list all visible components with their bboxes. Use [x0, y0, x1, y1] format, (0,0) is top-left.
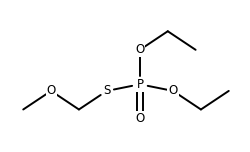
- Text: O: O: [168, 84, 178, 97]
- Text: S: S: [103, 84, 110, 97]
- Text: O: O: [135, 43, 144, 56]
- Text: O: O: [46, 84, 56, 97]
- Text: O: O: [135, 112, 144, 125]
- Text: P: P: [136, 78, 143, 91]
